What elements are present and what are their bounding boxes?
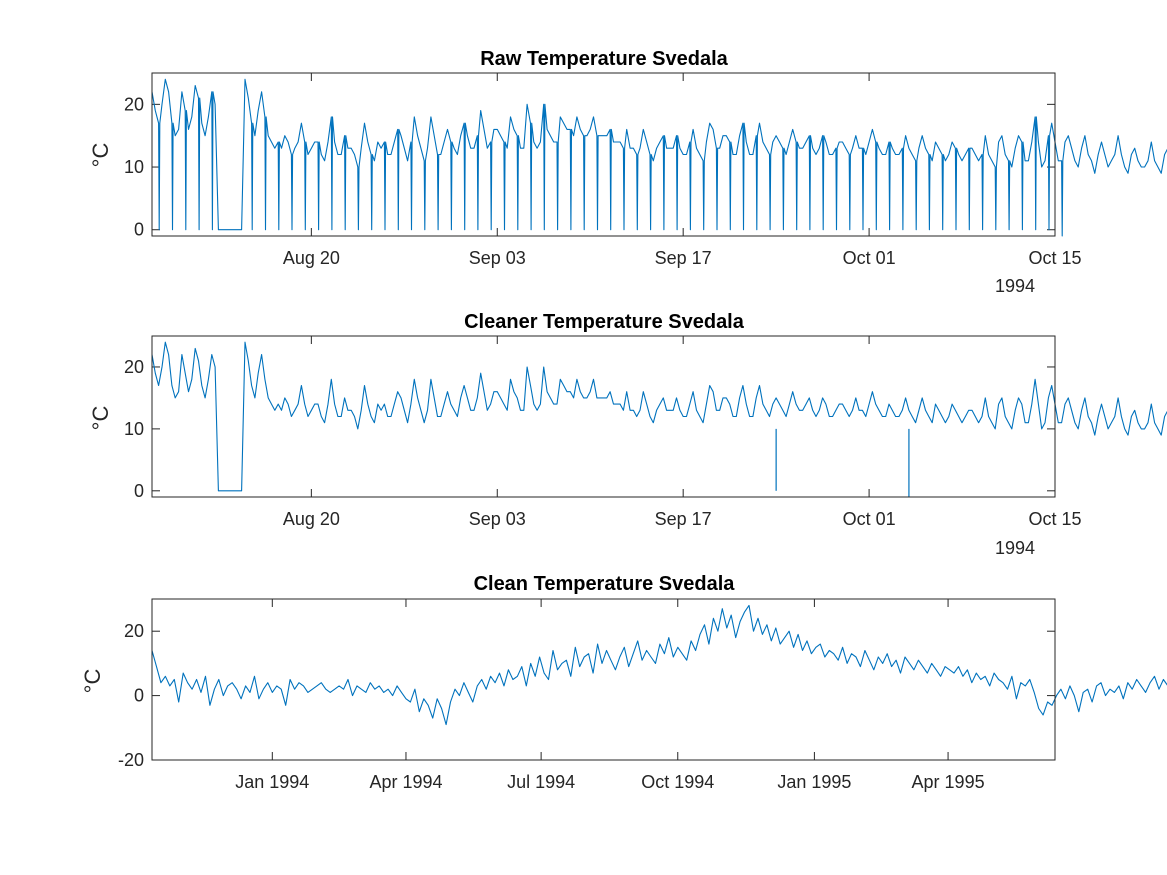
clean-temperature-chart: Clean Temperature Svedala °C -20 0 20 Jan 1… [80, 573, 1167, 792]
y-axis-label: °C [88, 143, 113, 168]
axes-frame [151, 598, 1056, 761]
x-tick-label: Sep 17 [655, 248, 712, 268]
y-tick-label: 20 [124, 621, 144, 641]
x-tick-label: Sep 03 [469, 248, 526, 268]
y-tick-label: 0 [134, 481, 144, 501]
y-tick-label: -20 [118, 750, 144, 770]
raw-temperature-line [151, 78, 1167, 237]
x-tick-label: Apr 1994 [369, 772, 442, 792]
chart-title: Raw Temperature Svedala [480, 48, 728, 70]
y-axis-label: °C [88, 406, 113, 431]
axes-frame [151, 72, 1056, 237]
y-tick-label: 0 [134, 220, 144, 240]
y-tick-label: 10 [124, 419, 144, 439]
y-axis-label: °C [80, 669, 105, 694]
x-tick-label: Oct 15 [1028, 248, 1081, 268]
x-tick-label: Sep 03 [469, 509, 526, 529]
x-tick-label: Apr 1995 [912, 772, 985, 792]
x-tick-label: Jan 1994 [235, 772, 309, 792]
chart-title: Clean Temperature Svedala [474, 573, 736, 595]
clean-temperature-line [151, 604, 1167, 726]
x-tick-label: Jan 1995 [777, 772, 851, 792]
x-axis-year-label: 1994 [995, 276, 1035, 296]
y-tick-label: 0 [134, 686, 144, 706]
y-tick-label: 20 [124, 94, 144, 114]
x-tick-label: Oct 15 [1028, 509, 1081, 529]
x-tick-label: Oct 01 [843, 509, 896, 529]
y-tick-label: 20 [124, 357, 144, 377]
cleaner-temperature-chart: Cleaner Temperature Svedala °C 1994 0 10 2… [88, 311, 1167, 558]
x-tick-label: Oct 1994 [641, 772, 714, 792]
x-tick-label: Oct 01 [843, 248, 896, 268]
x-tick-label: Sep 17 [655, 509, 712, 529]
chart-title: Cleaner Temperature Svedala [464, 311, 745, 333]
x-axis-year-label: 1994 [995, 538, 1035, 558]
axes-frame [151, 335, 1056, 498]
raw-temperature-chart: Raw Temperature Svedala °C 1994 0 10 20 Aug… [88, 48, 1167, 296]
x-tick-label: Aug 20 [283, 248, 340, 268]
x-tick-label: Aug 20 [283, 509, 340, 529]
x-tick-label: Jul 1994 [507, 772, 575, 792]
cleaner-temperature-line [151, 341, 1167, 492]
y-tick-label: 10 [124, 157, 144, 177]
